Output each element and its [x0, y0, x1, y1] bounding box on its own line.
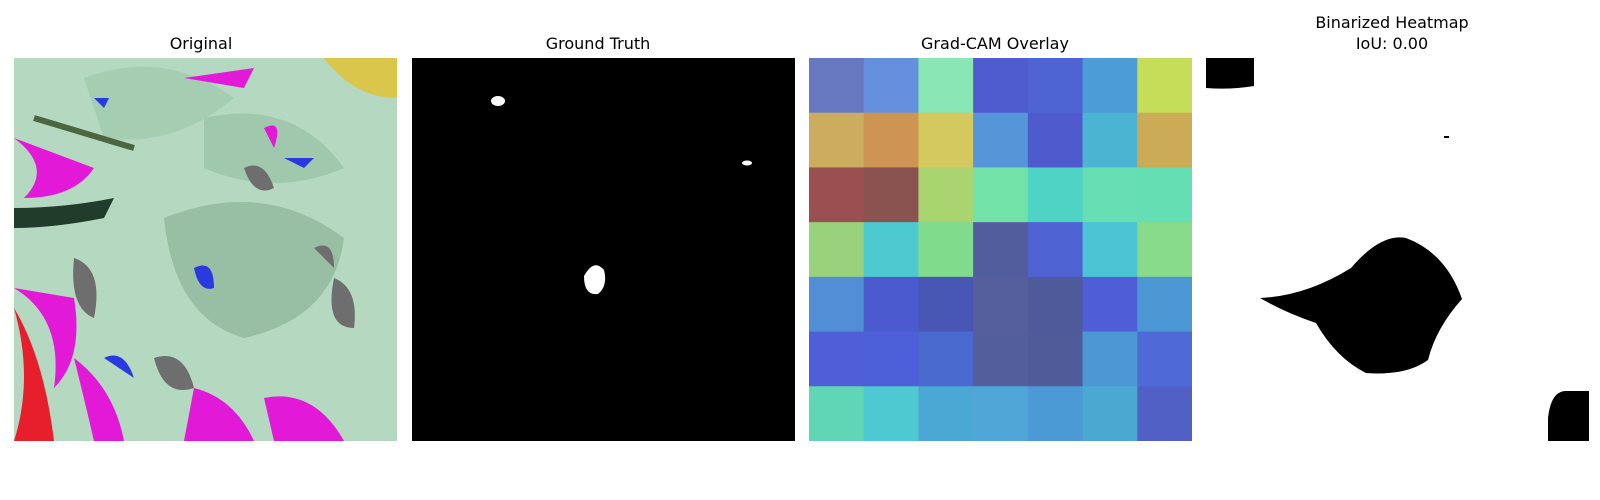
heatmap-cell	[863, 276, 919, 333]
heatmap-cell	[973, 386, 1029, 441]
gradcam-grid	[809, 58, 1192, 441]
heatmap-cell	[918, 222, 974, 278]
heatmap-cell	[973, 222, 1029, 278]
heatmap-cell	[1082, 112, 1138, 168]
heatmap-cell	[1137, 222, 1192, 278]
heatmap-cell	[809, 58, 865, 114]
heatmap-cell	[1082, 331, 1138, 387]
heatmap-cell	[1137, 276, 1192, 333]
heatmap-cell	[918, 331, 974, 387]
heatmap-cell	[1027, 58, 1084, 114]
heatmap-cell	[918, 276, 974, 333]
heatmap-cell	[1082, 276, 1138, 333]
heatmap-cell	[1027, 112, 1084, 168]
heatmap-cell	[1027, 167, 1084, 223]
heatmap-cell	[973, 112, 1029, 168]
heatmap-cell	[1137, 112, 1192, 168]
heatmap-cell	[1082, 58, 1138, 114]
heatmap-cell	[973, 276, 1029, 333]
heatmap-cell	[1027, 222, 1084, 278]
heatmap-cell	[918, 386, 974, 441]
heatmap-cell	[863, 386, 919, 441]
panel-subtitle-iou: IoU: 0.00	[1355, 34, 1429, 53]
panel-title-binarized-heatmap: Binarized Heatmap	[1315, 13, 1469, 32]
heatmap-cell	[1082, 167, 1138, 223]
heatmap-cell	[1027, 386, 1084, 441]
binarized-heatmap	[1206, 58, 1589, 441]
heatmap-cell	[809, 386, 865, 441]
heatmap-cell	[809, 222, 865, 278]
panel-title-gradcam-overlay: Grad-CAM Overlay	[921, 34, 1069, 53]
original-image	[14, 58, 397, 441]
heatmap-cell	[918, 58, 974, 114]
heatmap-cell	[973, 167, 1029, 223]
heatmap-cell	[863, 222, 919, 278]
heatmap-cell	[809, 276, 865, 333]
heatmap-cell	[1082, 222, 1138, 278]
heatmap-cell	[809, 167, 865, 223]
heatmap-cell	[1137, 167, 1192, 223]
heatmap-cell	[1137, 386, 1192, 441]
heatmap-cell	[1027, 276, 1084, 333]
heatmap-cell	[973, 331, 1029, 387]
heatmap-cell	[1082, 386, 1138, 441]
ground-truth-mask	[412, 58, 795, 441]
heatmap-cell	[1137, 58, 1192, 114]
heatmap-cell	[918, 167, 974, 223]
panel-title-original: Original	[169, 34, 233, 53]
heatmap-cell	[973, 58, 1029, 114]
heatmap-cell	[863, 58, 919, 114]
heatmap-cell	[809, 331, 865, 387]
heatmap-cell	[1137, 331, 1192, 387]
heatmap-cell	[809, 112, 865, 168]
panel-title-ground-truth: Ground Truth	[545, 34, 651, 53]
heatmap-cell	[863, 331, 919, 387]
gradcam-overlay	[809, 58, 1192, 441]
heatmap-cell	[1027, 331, 1084, 387]
heatmap-cell	[863, 112, 919, 168]
heatmap-cell	[863, 167, 919, 223]
heatmap-cell	[918, 112, 974, 168]
